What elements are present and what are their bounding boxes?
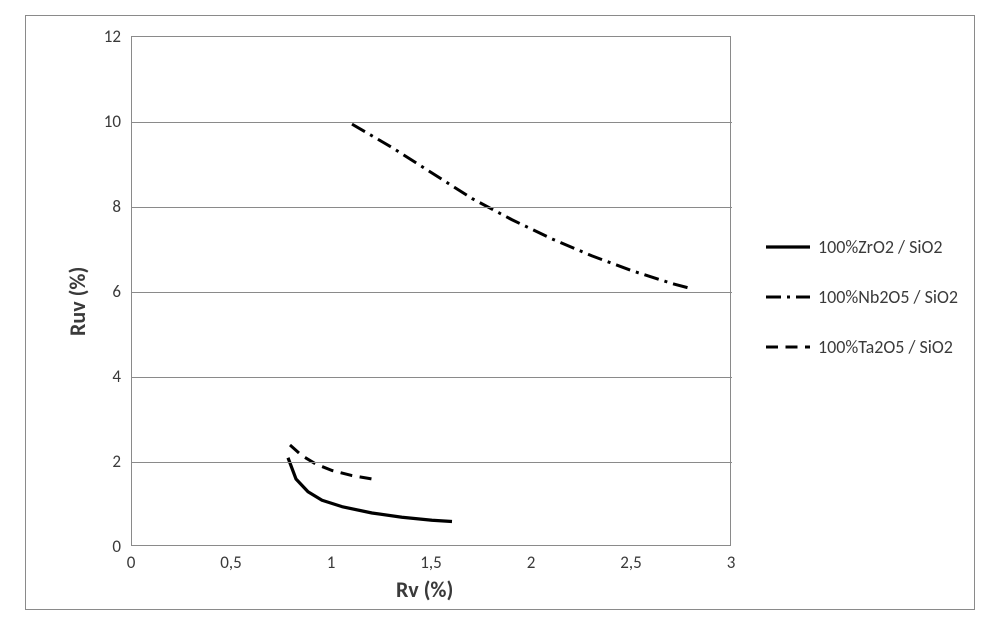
x-tick-label: 3 [727, 552, 736, 573]
legend-swatch [766, 237, 810, 257]
x-tick-label: 2 [527, 552, 536, 573]
y-tick-label: 4 [112, 366, 121, 387]
legend-item: 100%Nb2O5 / SiO2 [766, 286, 958, 308]
legend-swatch [766, 337, 810, 357]
x-tick-label: 1,5 [420, 552, 441, 573]
y-gridline [132, 462, 732, 463]
x-tick-label: 0 [127, 552, 136, 573]
y-gridline [132, 207, 732, 208]
legend-item: 100%ZrO2 / SiO2 [766, 236, 958, 258]
y-gridline [132, 292, 732, 293]
y-gridline [132, 122, 732, 123]
x-tick-label: 1 [327, 552, 336, 573]
plot-area [131, 36, 731, 546]
series-line [288, 458, 452, 522]
y-tick-label: 10 [104, 111, 121, 132]
y-tick-label: 2 [112, 451, 121, 472]
y-gridline [132, 377, 732, 378]
y-tick-label: 6 [112, 281, 121, 302]
legend-label: 100%Ta2O5 / SiO2 [818, 336, 953, 358]
y-tick-label: 0 [112, 536, 121, 557]
y-tick-label: 8 [112, 196, 121, 217]
y-tick-label: 12 [104, 26, 121, 47]
legend-label: 100%Nb2O5 / SiO2 [818, 286, 958, 308]
x-tick-label: 2,5 [620, 552, 641, 573]
chart-outer-frame: Ruv (%) Rv (%) 100%ZrO2 / SiO2 100%Nb2O5 … [25, 15, 975, 610]
x-tick-label: 0,5 [220, 552, 241, 573]
legend-swatch [766, 287, 810, 307]
x-axis-title: Rv (%) [396, 576, 453, 603]
legend-label: 100%ZrO2 / SiO2 [818, 236, 943, 258]
legend-item: 100%Ta2O5 / SiO2 [766, 336, 958, 358]
y-axis-title: Ruv (%) [64, 267, 91, 336]
legend: 100%ZrO2 / SiO2 100%Nb2O5 / SiO2 100%Ta2O5… [766, 236, 958, 386]
